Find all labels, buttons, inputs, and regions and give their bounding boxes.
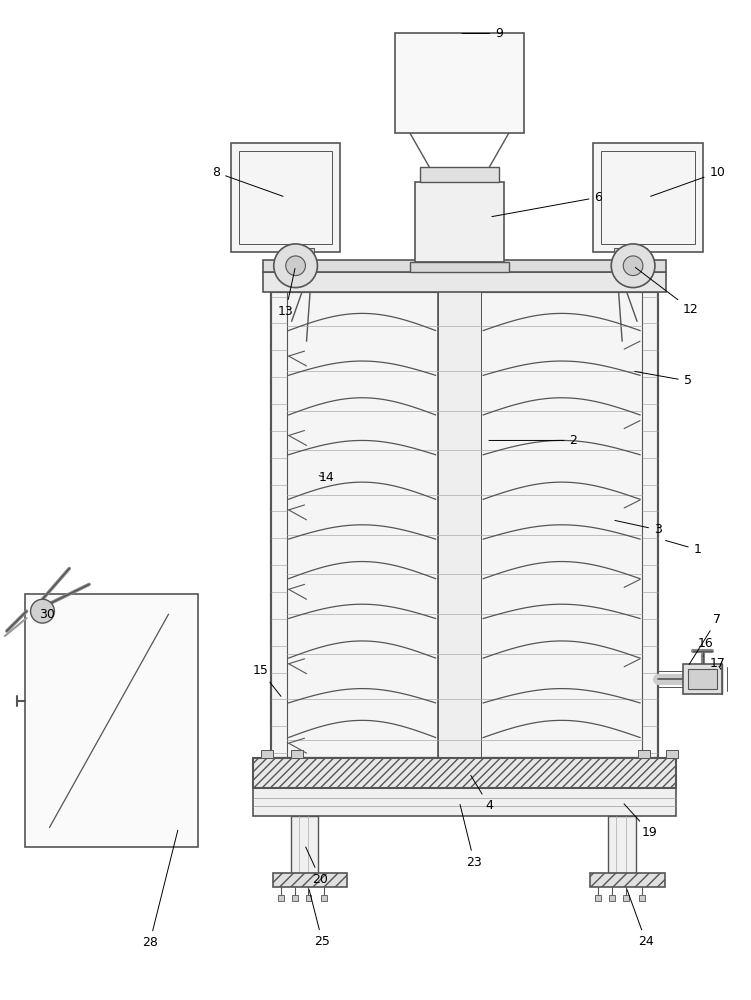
Circle shape — [611, 244, 655, 288]
Circle shape — [31, 599, 54, 623]
Text: 17: 17 — [710, 657, 725, 670]
Text: 2: 2 — [489, 434, 578, 447]
Text: 25: 25 — [309, 890, 330, 948]
Circle shape — [623, 256, 643, 276]
Bar — [273, 873, 347, 887]
Bar — [306, 895, 312, 901]
Text: 19: 19 — [624, 804, 658, 839]
Bar — [271, 292, 658, 758]
Circle shape — [274, 244, 318, 288]
Text: 8: 8 — [213, 166, 283, 196]
Text: 13: 13 — [278, 268, 295, 318]
Bar — [415, 182, 504, 262]
Bar — [638, 750, 650, 758]
Text: 28: 28 — [142, 830, 178, 949]
Bar — [395, 33, 524, 133]
Bar — [639, 895, 645, 901]
Bar — [291, 816, 318, 873]
Bar — [609, 895, 615, 901]
Bar — [278, 895, 284, 901]
Text: 5: 5 — [635, 371, 692, 387]
Bar — [291, 750, 303, 758]
Bar — [410, 262, 509, 272]
Bar — [239, 151, 333, 244]
Text: 4: 4 — [471, 775, 493, 812]
Bar — [602, 151, 695, 244]
Bar — [608, 816, 636, 873]
Text: 6: 6 — [492, 191, 602, 217]
Text: 23: 23 — [460, 804, 482, 869]
Bar — [233, 145, 338, 250]
Text: 1: 1 — [665, 540, 701, 556]
Text: 10: 10 — [650, 166, 725, 196]
Bar — [282, 248, 290, 260]
Bar — [596, 145, 701, 250]
Bar — [623, 895, 629, 901]
Bar — [261, 750, 273, 758]
Text: 3: 3 — [615, 520, 662, 536]
Bar — [420, 167, 499, 182]
Text: 9: 9 — [462, 27, 503, 40]
Text: 20: 20 — [306, 847, 328, 886]
Bar — [688, 669, 717, 689]
Bar — [321, 895, 327, 901]
Bar — [263, 260, 666, 272]
Bar — [683, 664, 722, 694]
Bar — [596, 895, 602, 901]
Bar — [306, 248, 315, 260]
Text: 16: 16 — [698, 637, 713, 656]
Bar — [639, 248, 647, 260]
Text: 15: 15 — [253, 664, 281, 696]
Text: 7: 7 — [689, 613, 722, 664]
Text: 12: 12 — [635, 267, 698, 316]
Bar — [438, 272, 481, 758]
Bar — [253, 758, 676, 788]
Bar — [614, 248, 622, 260]
Text: 24: 24 — [627, 890, 654, 948]
Bar — [253, 788, 676, 816]
Bar — [291, 895, 297, 901]
Bar — [25, 594, 198, 847]
Bar — [271, 292, 658, 758]
Text: 14: 14 — [318, 471, 334, 484]
Bar — [590, 873, 665, 887]
Circle shape — [286, 256, 306, 276]
Bar — [263, 272, 666, 292]
Text: 30: 30 — [40, 608, 56, 621]
Bar — [231, 143, 340, 252]
Bar — [666, 750, 677, 758]
Bar — [593, 143, 703, 252]
